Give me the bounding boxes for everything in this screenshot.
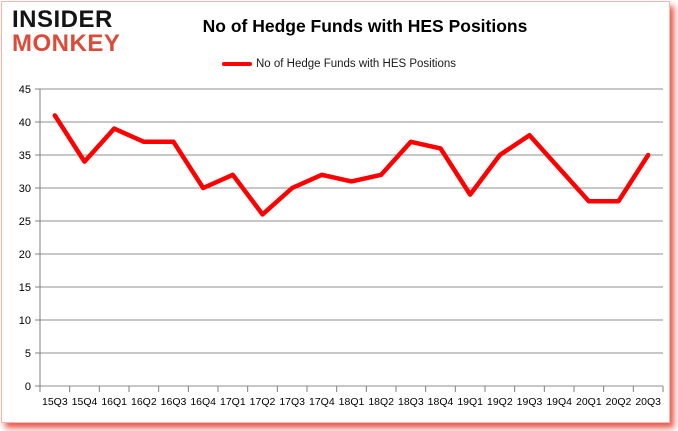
x-tick-label: 18Q4 — [428, 396, 454, 408]
x-tick-label: 16Q1 — [101, 396, 127, 408]
y-tick-label: 20 — [19, 249, 31, 261]
x-tick-label: 15Q4 — [72, 396, 98, 408]
x-tick-label: 19Q1 — [457, 396, 483, 408]
chart-legend: No of Hedge Funds with HES Positions — [0, 58, 678, 70]
y-tick-label: 30 — [19, 183, 31, 195]
x-tick-label: 15Q3 — [42, 396, 68, 408]
x-tick-label: 18Q1 — [339, 396, 365, 408]
y-tick-label: 10 — [19, 315, 31, 327]
brand-logo-monkey: MONKEY — [12, 29, 121, 57]
y-tick-label: 15 — [19, 282, 31, 294]
x-tick-label: 16Q2 — [131, 396, 157, 408]
x-tick-label: 20Q1 — [576, 396, 602, 408]
y-tick-label: 0 — [25, 381, 31, 393]
legend-label: No of Hedge Funds with HES Positions — [255, 58, 457, 70]
x-tick-label: 18Q3 — [398, 396, 424, 408]
brand-logo: INSIDER MONKEY — [12, 8, 120, 55]
x-tick-label: 16Q3 — [161, 396, 187, 408]
y-tick-label: 5 — [25, 348, 31, 360]
x-tick-label: 17Q2 — [250, 396, 276, 408]
x-tick-label: 19Q2 — [487, 396, 513, 408]
chart-title: No of Hedge Funds with HES Positions — [202, 16, 528, 36]
y-tick-label: 25 — [19, 216, 31, 228]
x-tick-label: 20Q3 — [635, 396, 661, 408]
x-tick-label: 18Q2 — [368, 396, 394, 408]
series-line — [52, 113, 651, 217]
legend-line-swatch — [221, 61, 252, 67]
brand-logo-insider: INSIDER — [12, 6, 113, 33]
x-tick-label: 19Q4 — [546, 396, 572, 408]
x-tick-label: 17Q3 — [279, 396, 305, 408]
x-tick-label: 19Q3 — [517, 396, 543, 408]
x-tick-label: 16Q4 — [190, 396, 216, 408]
y-tick-label: 40 — [19, 117, 31, 129]
x-tick-label: 17Q4 — [309, 396, 335, 408]
x-tick-label: 20Q2 — [606, 396, 632, 408]
y-tick-label: 45 — [19, 84, 31, 96]
y-tick-label: 35 — [19, 150, 31, 162]
x-tick-label: 17Q1 — [220, 396, 246, 408]
